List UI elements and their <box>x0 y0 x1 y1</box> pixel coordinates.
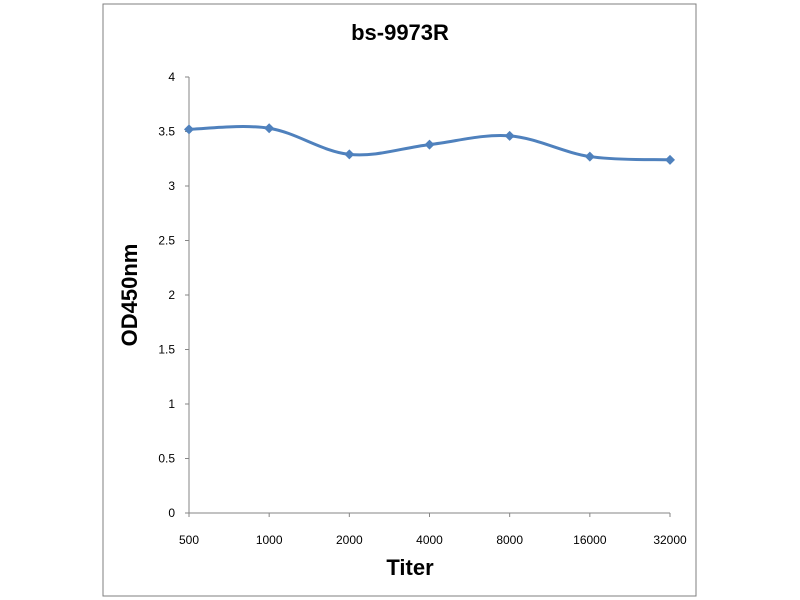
x-tick-label: 500 <box>179 533 199 547</box>
data-point-marker <box>424 139 435 150</box>
data-point-marker <box>264 123 275 134</box>
y-axis-ticks: 0 0.5 1 1.5 2 2.5 3 3.5 4 <box>158 70 189 520</box>
data-point-marker <box>584 151 595 162</box>
series-layer <box>184 123 675 165</box>
x-tick-label: 2000 <box>336 533 363 547</box>
y-tick-label: 1 <box>168 397 175 411</box>
x-tick-label: 4000 <box>416 533 443 547</box>
y-tick-label: 3 <box>168 179 175 193</box>
y-tick-label: 0.5 <box>158 452 175 466</box>
x-axis-ticks: 500 1000 2000 4000 8000 16000 32000 <box>179 513 687 547</box>
y-tick-label: 1.5 <box>158 343 175 357</box>
y-tick-label: 4 <box>168 70 175 84</box>
x-tick-label: 1000 <box>256 533 283 547</box>
y-axis-title: OD450nm <box>117 244 142 347</box>
x-axis-title: Titer <box>386 555 434 580</box>
data-point-marker <box>184 124 194 135</box>
data-point-marker <box>665 154 675 165</box>
chart-title: bs-9973R <box>351 20 449 45</box>
data-point-marker <box>344 149 355 160</box>
y-tick-label: 3.5 <box>158 125 175 139</box>
y-tick-label: 2.5 <box>158 234 175 248</box>
y-tick-label: 0 <box>168 506 175 520</box>
chart-frame <box>102 3 697 597</box>
x-tick-label: 8000 <box>496 533 523 547</box>
x-tick-label: 16000 <box>573 533 607 547</box>
y-tick-label: 2 <box>168 288 175 302</box>
x-tick-label: 32000 <box>653 533 687 547</box>
data-point-marker <box>504 130 515 141</box>
